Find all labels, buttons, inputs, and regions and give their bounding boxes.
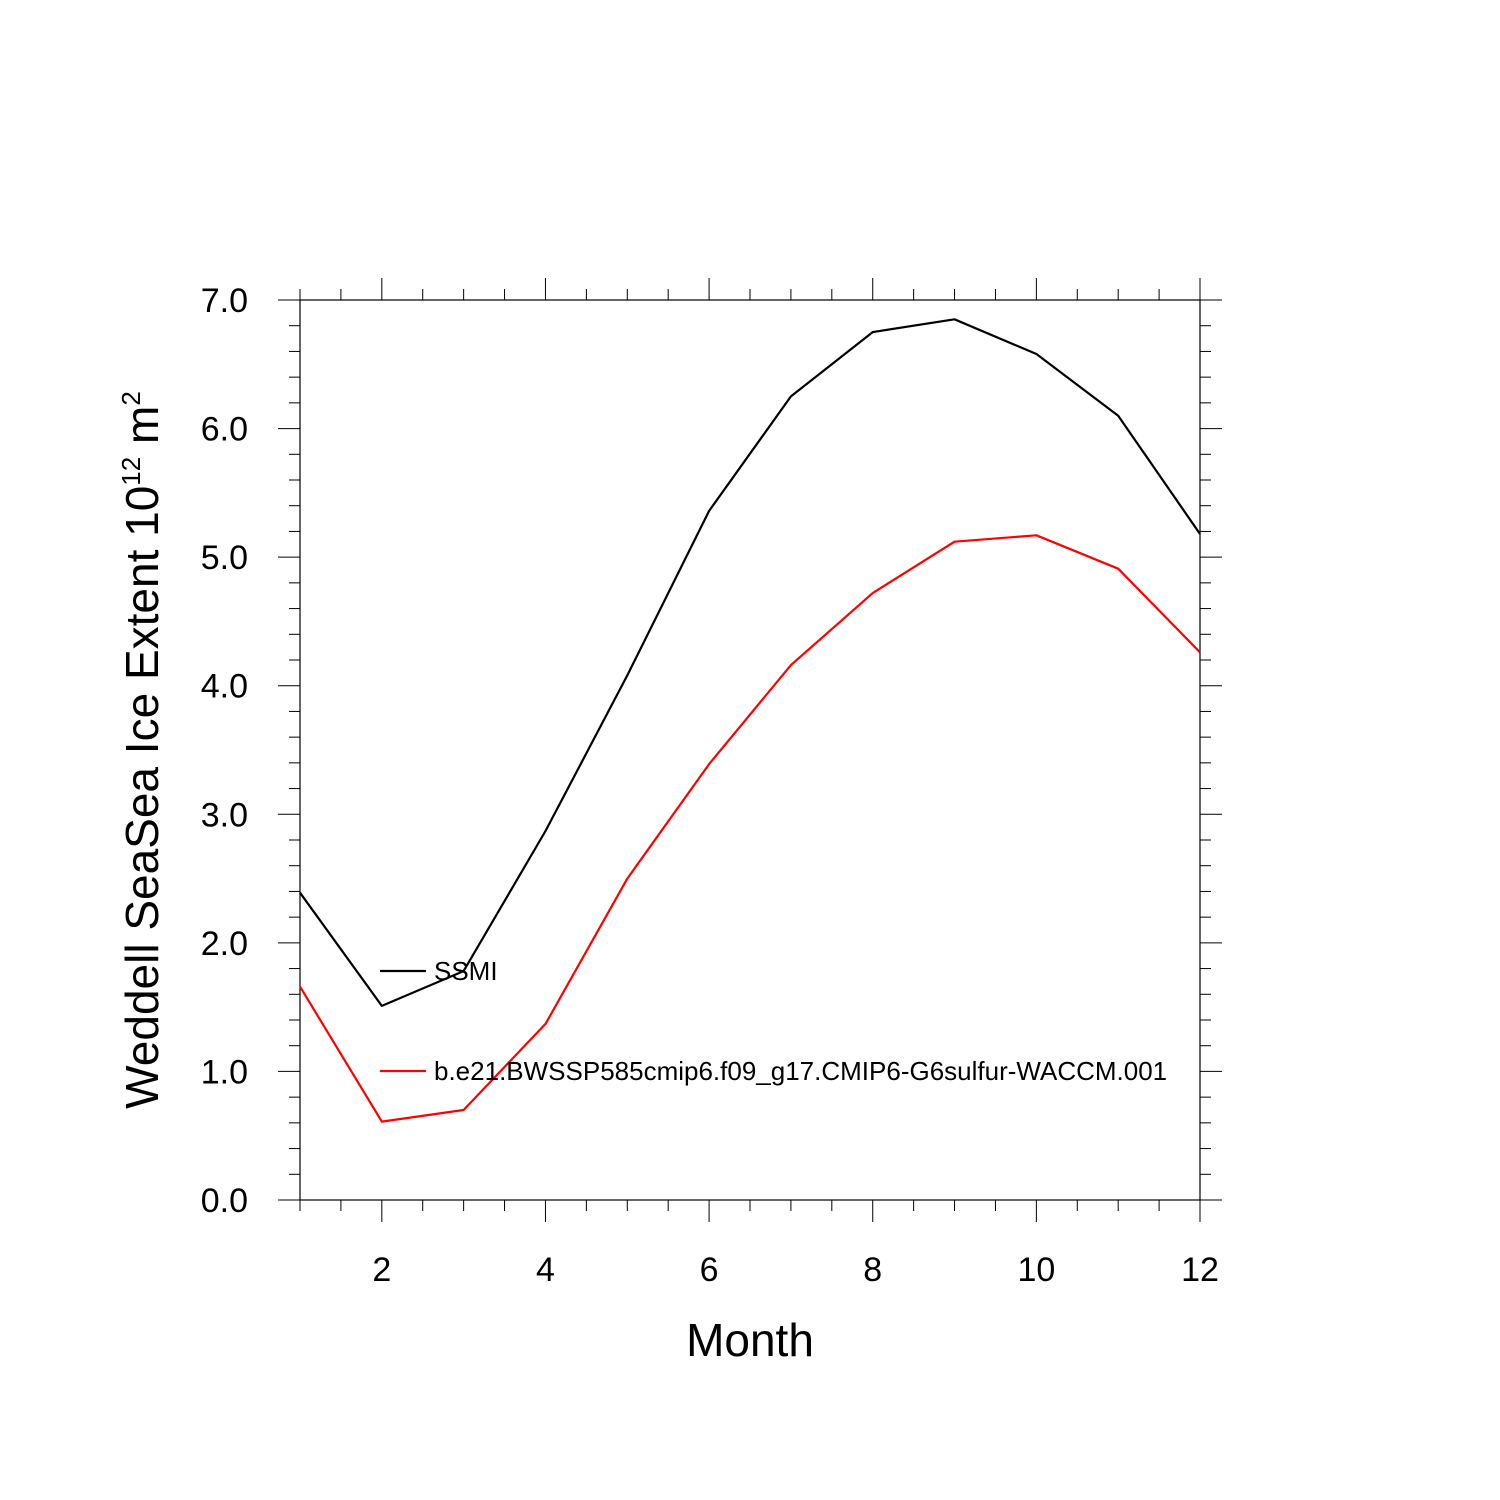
x-tick-labels: 2 4 6 8 10 12 (372, 1251, 1219, 1289)
x-tick-label: 8 (863, 1251, 882, 1289)
y-tick-label: 3.0 (201, 796, 248, 834)
minor-ticks (289, 289, 1211, 1211)
x-tick-label: 6 (700, 1251, 719, 1289)
y-tick-labels: 0.0 1.0 2.0 3.0 4.0 5.0 6.0 7.0 (201, 282, 248, 1220)
y-axis-title-unit: m (116, 406, 168, 457)
y-axis-title-text: Weddell SeaSea Ice Extent 10 (116, 486, 168, 1109)
y-tick-label: 4.0 (201, 668, 248, 706)
y-tick-label: 6.0 (201, 411, 248, 449)
series-lines (299, 318, 1201, 1123)
x-tick-label: 12 (1181, 1251, 1219, 1289)
legend-label-1: SSMI (434, 956, 498, 986)
x-tick-label: 10 (1017, 1251, 1055, 1289)
x-axis-title: Month (686, 1314, 814, 1366)
y-tick-label: 2.0 (201, 925, 248, 963)
plot-frame (299, 299, 1201, 1201)
legend-label-2: b.e21.BWSSP585cmip6.f09_g17.CMIP6-G6sulf… (434, 1056, 1167, 1086)
y-tick-label: 1.0 (201, 1053, 248, 1091)
series-line-2 (299, 534, 1201, 1123)
major-ticks (278, 278, 1222, 1222)
y-axis-title: Weddell SeaSea Ice Extent 1012 m2 (116, 391, 168, 1109)
y-tick-label: 5.0 (201, 539, 248, 577)
y-axis-title-unit-exponent: 2 (116, 391, 146, 405)
legend: SSMI b.e21.BWSSP585cmip6.f09_g17.CMIP6-G6… (380, 956, 1167, 1086)
x-tick-label: 4 (536, 1251, 555, 1289)
y-tick-label: 7.0 (201, 282, 248, 320)
y-axis-title-exponent: 12 (116, 457, 146, 486)
y-tick-label: 0.0 (201, 1182, 248, 1220)
series-line-1 (299, 318, 1201, 1008)
x-tick-label: 2 (372, 1251, 391, 1289)
